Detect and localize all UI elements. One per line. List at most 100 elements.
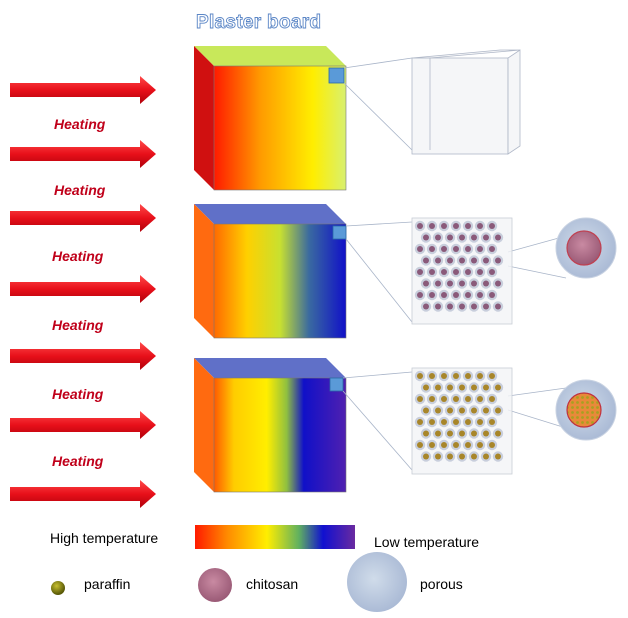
microcapsule-core <box>471 430 477 437</box>
microcapsule-core <box>453 442 459 448</box>
microcapsule-core <box>435 430 441 437</box>
microcapsule-core <box>447 303 453 310</box>
microcapsule-core <box>495 234 501 241</box>
microcapsule-core <box>477 396 483 402</box>
microcapsule-core <box>495 384 501 391</box>
microcapsule-core <box>453 292 459 298</box>
microcapsule-core <box>429 396 435 402</box>
capsule-cube-2 <box>411 217 513 325</box>
microcapsule-core <box>429 442 435 448</box>
microcapsule-core <box>489 292 495 298</box>
heating-label: Heating <box>52 386 104 402</box>
microcapsule-core <box>429 292 435 298</box>
low-temperature-label: Low temperature <box>374 534 480 550</box>
microcapsule-core <box>459 257 465 264</box>
microcapsule-core <box>483 234 489 241</box>
zoom-lines <box>342 57 567 471</box>
microcapsule-core <box>489 223 495 229</box>
heating-arrow-2 <box>10 140 156 168</box>
microcapsule-core <box>483 384 489 391</box>
microcapsule-core <box>447 384 453 391</box>
microcapsule-core <box>477 419 483 425</box>
microcapsule-core <box>447 453 453 460</box>
microcapsule-core <box>489 442 495 448</box>
microcapsule-core <box>435 234 441 241</box>
microcapsule-core <box>423 407 429 414</box>
microcapsule-core <box>423 453 429 460</box>
microcapsule-core <box>459 234 465 241</box>
microcapsule-core <box>459 407 465 414</box>
magnified-capsule-3 <box>555 379 617 441</box>
microcapsule-core <box>477 269 483 275</box>
microcapsule-core <box>477 373 483 379</box>
empty-cube <box>411 49 521 155</box>
microcapsule-core <box>477 246 483 252</box>
heating-arrow-5 <box>10 342 156 370</box>
heating-label: Heating <box>54 116 106 132</box>
microcapsule-core <box>471 303 477 310</box>
microcapsule-core <box>435 384 441 391</box>
microcapsule-core <box>483 280 489 287</box>
heating-label: Heating <box>52 248 104 264</box>
heating-label: Heating <box>54 182 106 198</box>
microcapsule-core <box>453 269 459 275</box>
microcapsule-core <box>423 280 429 287</box>
microcapsule-core <box>495 257 501 264</box>
microcapsule-core <box>453 396 459 402</box>
heating-arrows <box>10 76 156 508</box>
microcapsule-core <box>417 419 423 425</box>
microcapsule-core <box>423 303 429 310</box>
microcapsule-core <box>489 396 495 402</box>
microcapsule-core <box>459 430 465 437</box>
microcapsule-core <box>459 453 465 460</box>
microcapsule-core <box>483 257 489 264</box>
microcapsule-core <box>453 246 459 252</box>
microcapsule-core <box>471 280 477 287</box>
temperature-gradient-bar <box>195 525 355 549</box>
microcapsule-core <box>465 442 471 448</box>
heating-arrow-1 <box>10 76 156 104</box>
heating-arrow-7 <box>10 480 156 508</box>
microcapsule-core <box>423 384 429 391</box>
microcapsule-core <box>465 396 471 402</box>
microcapsule-core <box>417 292 423 298</box>
microcapsule-core <box>471 384 477 391</box>
microcapsule-core <box>429 223 435 229</box>
plaster-board-cube-2 <box>194 204 347 339</box>
microcapsule-core <box>489 246 495 252</box>
microcapsule-core <box>441 223 447 229</box>
microcapsule-core <box>483 453 489 460</box>
microcapsule-core <box>423 257 429 264</box>
microcapsule-core <box>429 269 435 275</box>
microcapsule-core <box>417 373 423 379</box>
microcapsule-core <box>495 280 501 287</box>
microcapsule-core <box>417 269 423 275</box>
chitosan-label: chitosan <box>246 576 299 592</box>
microcapsule-core <box>489 419 495 425</box>
microcapsule-core <box>447 407 453 414</box>
heating-label: Heating <box>52 317 104 333</box>
microcapsule-core <box>465 419 471 425</box>
microcapsule-core <box>483 407 489 414</box>
high-temperature-label: High temperature <box>50 530 159 546</box>
microcapsule-core <box>489 373 495 379</box>
microcapsule-core <box>423 234 429 241</box>
microcapsule-core <box>447 234 453 241</box>
paraffin-label: paraffin <box>84 576 131 592</box>
microcapsule-core <box>447 257 453 264</box>
microcapsule-core <box>435 453 441 460</box>
microcapsule-core <box>441 396 447 402</box>
microcapsule-core <box>471 234 477 241</box>
microcapsule-core <box>441 419 447 425</box>
microcapsule-core <box>447 430 453 437</box>
microcapsule-core <box>495 303 501 310</box>
microcapsule-core <box>459 303 465 310</box>
page-title: Plaster board <box>196 12 322 34</box>
microcapsule-core <box>495 430 501 437</box>
microcapsule-core <box>465 269 471 275</box>
microcapsule-core <box>471 407 477 414</box>
microcapsule-core <box>477 223 483 229</box>
microcapsule-core <box>471 257 477 264</box>
microcapsule-core <box>483 303 489 310</box>
